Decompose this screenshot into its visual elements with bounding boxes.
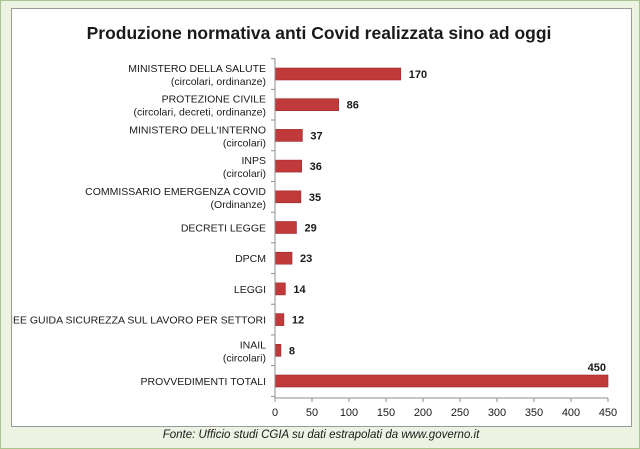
bar	[274, 282, 286, 296]
x-tick-label: 100	[340, 407, 358, 419]
category-label: DPCM	[235, 253, 266, 265]
category-label-line: COMMISSARIO EMERGENZA COVID	[85, 186, 266, 198]
source-note: Fonte: Ufficio studi CGIA su dati estrap…	[162, 429, 480, 441]
x-tick-label: 250	[451, 407, 469, 419]
data-label: 86	[347, 100, 359, 112]
data-label: 450	[588, 362, 606, 374]
bar-chart: Produzione normativa anti Covid realizza…	[12, 23, 617, 419]
bar	[274, 98, 339, 111]
category-label-line: PROTEZIONE CIVILE	[162, 94, 266, 106]
data-label: 8	[289, 345, 295, 357]
x-tick-label: 400	[562, 407, 580, 419]
bar	[274, 221, 297, 234]
category-label-line: (Ordinanze)	[211, 199, 266, 211]
x-tick-label: 0	[272, 407, 278, 419]
category-label: DECRETI LEGGE	[181, 223, 266, 235]
x-tick-label: 350	[525, 407, 543, 419]
chart-title: Produzione normativa anti Covid realizza…	[87, 23, 552, 43]
category-label: MINISTERO DELL'INTERNO (circolari)	[129, 124, 266, 149]
bar	[274, 343, 282, 357]
category-label-line: (circolari, decreti, ordinanze)	[134, 107, 266, 119]
data-label: 36	[310, 161, 322, 173]
x-tick-label: 50	[306, 407, 318, 419]
category-label-line: MINISTERO DELL'INTERNO	[129, 124, 266, 136]
category-label-line: LEGGI	[234, 284, 266, 296]
category-label-line: (circolari, ordinanze)	[171, 76, 266, 88]
category-label-line: INPS	[241, 155, 266, 167]
category-label: LEGGI	[234, 284, 266, 296]
category-label-line: DPCM	[235, 253, 266, 265]
data-label: 35	[309, 192, 321, 204]
category-label-line: LINEE GUIDA SICUREZZA SUL LAVORO PER SET…	[12, 315, 266, 327]
bar	[274, 190, 302, 204]
data-label: 23	[300, 253, 312, 265]
category-label-line: (circolari)	[223, 352, 266, 364]
bar	[274, 129, 303, 142]
data-label: 14	[293, 284, 306, 296]
category-label: PROVVEDIMENTI TOTALI	[141, 376, 266, 388]
category-label-line: (circolari)	[223, 168, 266, 180]
x-tick-label: 200	[414, 407, 432, 419]
chart-panel: Produzione normativa anti Covid realizza…	[11, 8, 632, 427]
x-tick-label: 450	[599, 407, 617, 419]
data-label: 37	[310, 130, 322, 142]
category-label-line: INAIL	[240, 339, 266, 351]
category-label-line: MINISTERO DELLA SALUTE	[128, 63, 266, 75]
data-label: 170	[409, 69, 427, 81]
x-tick-label: 300	[488, 407, 506, 419]
category-label-line: PROVVEDIMENTI TOTALI	[141, 376, 266, 388]
bar	[274, 313, 285, 326]
bar	[274, 374, 609, 388]
data-label: 12	[292, 315, 304, 327]
x-tick-label: 150	[377, 407, 395, 419]
category-label-line: DECRETI LEGGE	[181, 223, 266, 235]
category-label: INAIL (circolari)	[223, 339, 266, 364]
data-label: 29	[304, 223, 316, 235]
category-label: MINISTERO DELLA SALUTE (circolari, ordina…	[128, 63, 266, 88]
category-label: PROTEZIONE CIVILE (circolari, decreti, or…	[134, 94, 266, 119]
category-label: COMMISSARIO EMERGENZA COVID (Ordinanze)	[85, 186, 266, 211]
bar	[274, 159, 302, 173]
bar	[274, 67, 402, 81]
category-label: INPS (circolari)	[223, 155, 266, 180]
category-label-line: (circolari)	[223, 137, 266, 149]
bar	[274, 251, 293, 265]
category-label: LINEE GUIDA SICUREZZA SUL LAVORO PER SET…	[12, 315, 266, 327]
